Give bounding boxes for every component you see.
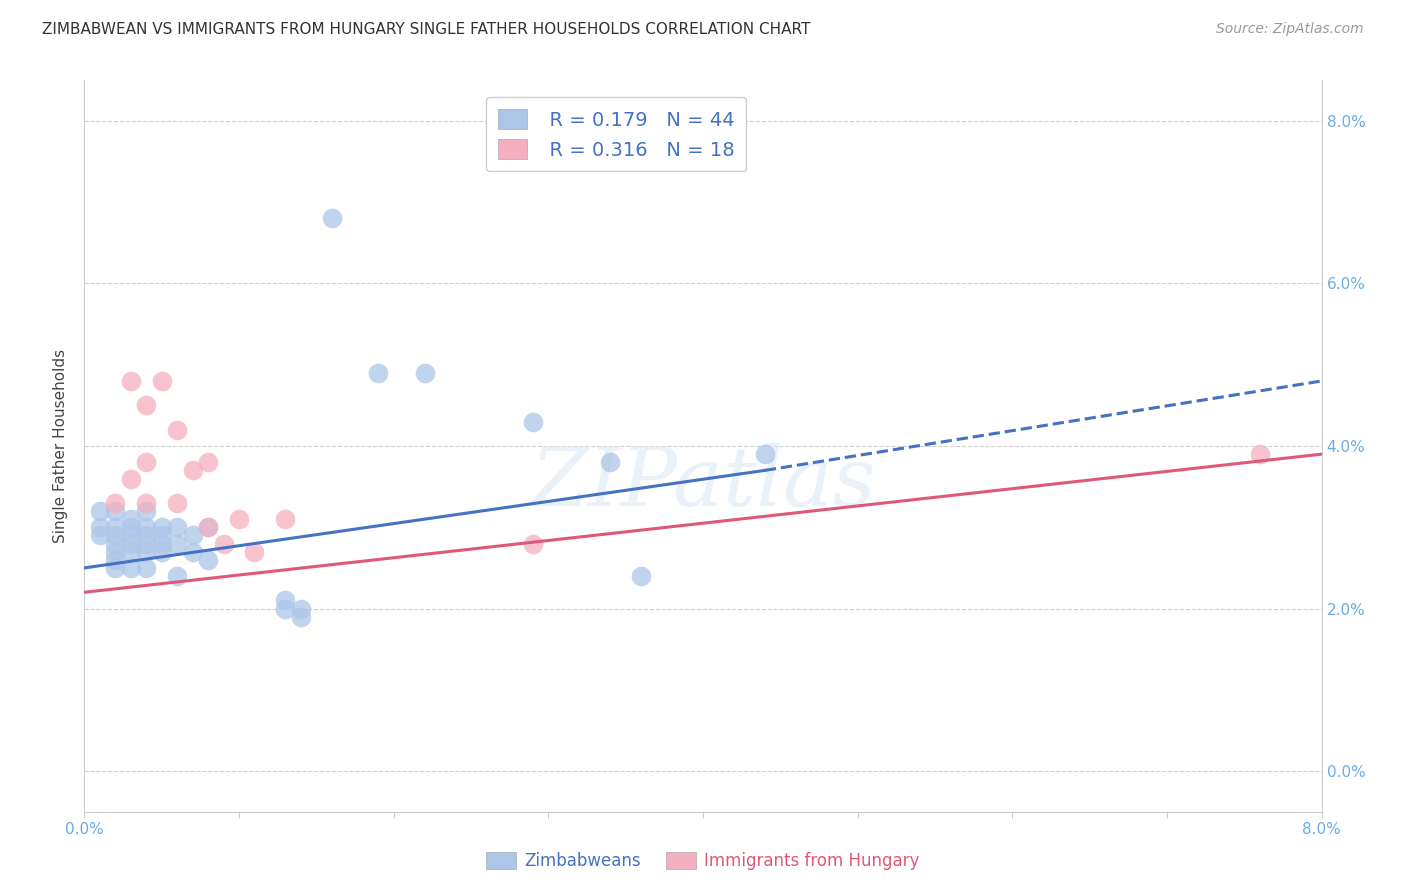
Point	[104, 528, 127, 542]
Point	[630, 569, 652, 583]
Point	[135, 528, 157, 542]
Text: ZIMBABWEAN VS IMMIGRANTS FROM HUNGARY SINGLE FATHER HOUSEHOLDS CORRELATION CHART: ZIMBABWEAN VS IMMIGRANTS FROM HUNGARY SI…	[42, 22, 810, 37]
Point	[150, 528, 173, 542]
Point	[120, 561, 142, 575]
Point	[212, 536, 235, 550]
Point	[290, 601, 312, 615]
Point	[150, 374, 173, 388]
Text: ZIPatlas: ZIPatlas	[530, 442, 876, 523]
Point	[197, 553, 219, 567]
Point	[120, 520, 142, 534]
Point	[181, 528, 204, 542]
Point	[166, 496, 188, 510]
Point	[120, 544, 142, 558]
Point	[150, 536, 173, 550]
Point	[166, 536, 188, 550]
Point	[321, 211, 343, 226]
Point	[243, 544, 266, 558]
Point	[522, 415, 544, 429]
Point	[120, 536, 142, 550]
Point	[89, 520, 111, 534]
Point	[135, 496, 157, 510]
Point	[754, 447, 776, 461]
Point	[1249, 447, 1271, 461]
Point	[522, 536, 544, 550]
Point	[104, 553, 127, 567]
Point	[197, 520, 219, 534]
Point	[166, 423, 188, 437]
Point	[120, 512, 142, 526]
Point	[120, 374, 142, 388]
Point	[197, 520, 219, 534]
Point	[135, 544, 157, 558]
Legend: Zimbabweans, Immigrants from Hungary: Zimbabweans, Immigrants from Hungary	[479, 845, 927, 877]
Point	[181, 463, 204, 477]
Point	[135, 520, 157, 534]
Point	[413, 366, 436, 380]
Point	[120, 471, 142, 485]
Point	[89, 528, 111, 542]
Point	[166, 520, 188, 534]
Y-axis label: Single Father Households: Single Father Households	[53, 349, 69, 543]
Point	[135, 561, 157, 575]
Point	[274, 512, 297, 526]
Point	[135, 504, 157, 518]
Point	[104, 561, 127, 575]
Point	[135, 398, 157, 412]
Point	[274, 601, 297, 615]
Point	[104, 536, 127, 550]
Point	[166, 569, 188, 583]
Point	[367, 366, 389, 380]
Point	[135, 536, 157, 550]
Point	[290, 609, 312, 624]
Point	[150, 544, 173, 558]
Point	[150, 520, 173, 534]
Point	[104, 544, 127, 558]
Point	[104, 520, 127, 534]
Point	[89, 504, 111, 518]
Point	[181, 544, 204, 558]
Point	[135, 455, 157, 469]
Point	[120, 528, 142, 542]
Point	[228, 512, 250, 526]
Point	[274, 593, 297, 607]
Point	[104, 504, 127, 518]
Point	[197, 455, 219, 469]
Point	[599, 455, 621, 469]
Point	[104, 496, 127, 510]
Text: Source: ZipAtlas.com: Source: ZipAtlas.com	[1216, 22, 1364, 37]
